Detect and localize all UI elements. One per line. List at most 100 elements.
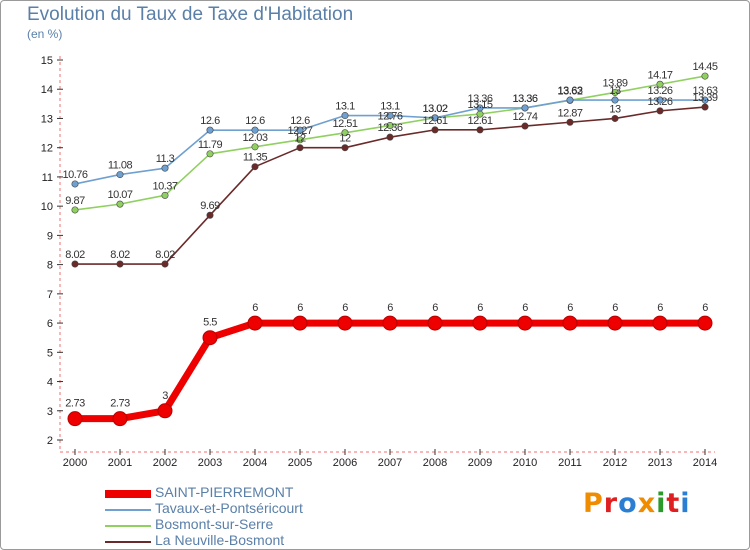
data-label: 13.36 bbox=[467, 93, 492, 105]
x-tick-label: 2000 bbox=[63, 457, 87, 469]
legend-swatch-la-neuville bbox=[105, 541, 151, 543]
data-label: 6 bbox=[387, 302, 393, 314]
y-tick-label: 5 bbox=[47, 347, 53, 359]
data-point bbox=[296, 126, 304, 134]
data-point bbox=[251, 163, 259, 171]
data-label: 2.73 bbox=[65, 398, 85, 410]
data-point bbox=[566, 118, 574, 126]
data-point bbox=[71, 206, 79, 214]
data-point bbox=[697, 315, 713, 331]
data-point bbox=[206, 211, 214, 219]
data-point bbox=[296, 136, 304, 144]
data-point bbox=[112, 411, 128, 427]
data-label: 13.1 bbox=[335, 101, 355, 113]
data-label: 12.51 bbox=[332, 118, 357, 130]
data-label: 6 bbox=[567, 302, 573, 314]
data-point bbox=[521, 122, 529, 130]
data-point bbox=[521, 104, 529, 112]
data-point bbox=[386, 112, 394, 120]
data-label: 12.27 bbox=[287, 125, 312, 137]
y-tick-label: 13 bbox=[41, 113, 53, 125]
data-point bbox=[562, 315, 578, 331]
data-label: 8.02 bbox=[110, 249, 130, 261]
y-tick-label: 9 bbox=[47, 230, 53, 242]
x-tick-label: 2008 bbox=[423, 457, 447, 469]
data-label: 12.87 bbox=[557, 107, 582, 119]
data-point bbox=[517, 315, 533, 331]
x-tick-label: 2002 bbox=[153, 457, 177, 469]
legend-swatch-bosmont bbox=[105, 525, 151, 527]
data-point bbox=[157, 403, 173, 419]
legend-label-tavaux: Tavaux-et-Pontséricourt bbox=[155, 500, 303, 516]
data-point bbox=[566, 96, 574, 104]
data-point bbox=[161, 164, 169, 172]
x-tick-label: 2005 bbox=[288, 457, 312, 469]
data-point bbox=[206, 126, 214, 134]
data-point bbox=[341, 129, 349, 137]
data-point bbox=[202, 330, 218, 346]
data-label: 11.79 bbox=[198, 139, 223, 151]
logo-letter: t bbox=[666, 488, 681, 519]
data-label: 13.39 bbox=[692, 92, 717, 104]
x-tick-label: 2001 bbox=[108, 457, 132, 469]
chart-title: Evolution du Taux de Taxe d'Habitation bbox=[27, 4, 354, 25]
data-point bbox=[611, 96, 619, 104]
data-point bbox=[296, 144, 304, 152]
data-point bbox=[251, 143, 259, 151]
data-point bbox=[701, 103, 709, 111]
data-point bbox=[476, 104, 484, 112]
data-point bbox=[472, 315, 488, 331]
data-label: 8.02 bbox=[155, 249, 175, 261]
data-label: 6 bbox=[432, 302, 438, 314]
data-label: 13.15 bbox=[467, 99, 492, 111]
legend-label-la-neuville: La Neuville-Bosmont bbox=[155, 532, 285, 548]
data-label: 14.45 bbox=[692, 61, 717, 73]
y-tick-label: 14 bbox=[41, 84, 53, 96]
data-label: 12 bbox=[339, 133, 351, 145]
data-point bbox=[611, 114, 619, 122]
unit-label: (en %) bbox=[27, 27, 63, 41]
data-point bbox=[71, 180, 79, 188]
data-point bbox=[386, 121, 394, 129]
data-point bbox=[382, 315, 398, 331]
data-point bbox=[116, 260, 124, 268]
data-label: 13.1 bbox=[380, 101, 400, 113]
data-label: 12.61 bbox=[467, 115, 492, 127]
data-point bbox=[701, 72, 709, 80]
data-label: 12.61 bbox=[422, 115, 447, 127]
data-label: 13.26 bbox=[647, 85, 672, 97]
data-point bbox=[652, 315, 668, 331]
data-label: 6 bbox=[612, 302, 618, 314]
data-point bbox=[116, 200, 124, 208]
x-tick-label: 2003 bbox=[198, 457, 222, 469]
data-label: 13.26 bbox=[647, 96, 672, 108]
legend-label-bosmont: Bosmont-sur-Serre bbox=[155, 516, 274, 532]
data-label: 13.36 bbox=[512, 93, 537, 105]
data-label: 2.73 bbox=[110, 398, 130, 410]
logo-letter: i bbox=[680, 488, 691, 519]
data-label: 12.6 bbox=[245, 115, 265, 127]
data-label: 6 bbox=[252, 302, 258, 314]
data-label: 9.69 bbox=[200, 200, 220, 212]
x-tick-label: 2011 bbox=[558, 457, 582, 469]
data-label: 11.35 bbox=[243, 152, 268, 164]
logo-letter: x bbox=[637, 488, 657, 519]
data-label: 13.89 bbox=[602, 77, 627, 89]
data-label: 13.02 bbox=[422, 103, 447, 115]
logo-letter: r bbox=[603, 488, 619, 519]
data-point bbox=[431, 114, 439, 122]
data-point bbox=[656, 80, 664, 88]
data-point bbox=[427, 315, 443, 331]
data-label: 5.5 bbox=[203, 317, 217, 329]
y-tick-label: 12 bbox=[41, 143, 53, 155]
data-point bbox=[116, 171, 124, 179]
data-label: 9.87 bbox=[65, 195, 85, 207]
data-label: 13.02 bbox=[422, 103, 447, 115]
data-point bbox=[607, 315, 623, 331]
x-tick-label: 2014 bbox=[693, 457, 717, 469]
data-point bbox=[251, 126, 259, 134]
data-label: 12.6 bbox=[290, 115, 310, 127]
logo-letter: o bbox=[618, 488, 638, 519]
